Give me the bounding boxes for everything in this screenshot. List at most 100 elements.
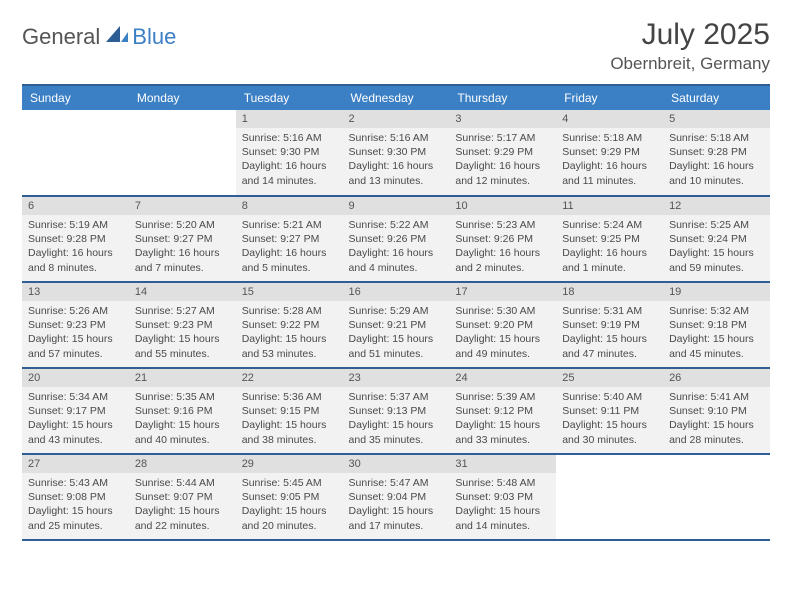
calendar-cell: 2Sunrise: 5:16 AMSunset: 9:30 PMDaylight… xyxy=(343,110,450,196)
calendar-cell: 19Sunrise: 5:32 AMSunset: 9:18 PMDayligh… xyxy=(663,282,770,368)
day-number: 31 xyxy=(449,455,556,473)
day-details: Sunrise: 5:30 AMSunset: 9:20 PMDaylight:… xyxy=(449,301,556,366)
calendar-cell: 17Sunrise: 5:30 AMSunset: 9:20 PMDayligh… xyxy=(449,282,556,368)
day-number: 16 xyxy=(343,283,450,301)
calendar-cell: 1Sunrise: 5:16 AMSunset: 9:30 PMDaylight… xyxy=(236,110,343,196)
day-number: 29 xyxy=(236,455,343,473)
logo-text-blue: Blue xyxy=(132,24,176,50)
day-number: 12 xyxy=(663,197,770,215)
logo: General Blue xyxy=(22,24,176,50)
day-number: 25 xyxy=(556,369,663,387)
day-details: Sunrise: 5:34 AMSunset: 9:17 PMDaylight:… xyxy=(22,387,129,452)
day-details: Sunrise: 5:35 AMSunset: 9:16 PMDaylight:… xyxy=(129,387,236,452)
calendar-cell: 18Sunrise: 5:31 AMSunset: 9:19 PMDayligh… xyxy=(556,282,663,368)
calendar-cell: 10Sunrise: 5:23 AMSunset: 9:26 PMDayligh… xyxy=(449,196,556,282)
day-details: Sunrise: 5:28 AMSunset: 9:22 PMDaylight:… xyxy=(236,301,343,366)
day-details: Sunrise: 5:36 AMSunset: 9:15 PMDaylight:… xyxy=(236,387,343,452)
calendar-cell: 27Sunrise: 5:43 AMSunset: 9:08 PMDayligh… xyxy=(22,454,129,540)
day-number: 5 xyxy=(663,110,770,128)
day-header: Wednesday xyxy=(343,85,450,110)
calendar-cell: 14Sunrise: 5:27 AMSunset: 9:23 PMDayligh… xyxy=(129,282,236,368)
day-number: 17 xyxy=(449,283,556,301)
calendar-cell: 11Sunrise: 5:24 AMSunset: 9:25 PMDayligh… xyxy=(556,196,663,282)
day-number: 7 xyxy=(129,197,236,215)
day-details: Sunrise: 5:18 AMSunset: 9:29 PMDaylight:… xyxy=(556,128,663,193)
day-details: Sunrise: 5:22 AMSunset: 9:26 PMDaylight:… xyxy=(343,215,450,280)
calendar-cell: 8Sunrise: 5:21 AMSunset: 9:27 PMDaylight… xyxy=(236,196,343,282)
calendar-cell: 9Sunrise: 5:22 AMSunset: 9:26 PMDaylight… xyxy=(343,196,450,282)
title-block: July 2025 Obernbreit, Germany xyxy=(610,18,770,74)
day-number: 14 xyxy=(129,283,236,301)
location: Obernbreit, Germany xyxy=(610,54,770,74)
day-number: 21 xyxy=(129,369,236,387)
day-details: Sunrise: 5:39 AMSunset: 9:12 PMDaylight:… xyxy=(449,387,556,452)
day-details: Sunrise: 5:43 AMSunset: 9:08 PMDaylight:… xyxy=(22,473,129,538)
calendar-week-row: 1Sunrise: 5:16 AMSunset: 9:30 PMDaylight… xyxy=(22,110,770,196)
day-header: Saturday xyxy=(663,85,770,110)
day-number: 9 xyxy=(343,197,450,215)
day-details: Sunrise: 5:40 AMSunset: 9:11 PMDaylight:… xyxy=(556,387,663,452)
calendar-week-row: 27Sunrise: 5:43 AMSunset: 9:08 PMDayligh… xyxy=(22,454,770,540)
day-details: Sunrise: 5:31 AMSunset: 9:19 PMDaylight:… xyxy=(556,301,663,366)
day-number: 4 xyxy=(556,110,663,128)
calendar-cell xyxy=(663,454,770,540)
day-number: 22 xyxy=(236,369,343,387)
calendar-table: SundayMondayTuesdayWednesdayThursdayFrid… xyxy=(22,84,770,541)
calendar-cell: 12Sunrise: 5:25 AMSunset: 9:24 PMDayligh… xyxy=(663,196,770,282)
calendar-cell: 3Sunrise: 5:17 AMSunset: 9:29 PMDaylight… xyxy=(449,110,556,196)
day-details: Sunrise: 5:47 AMSunset: 9:04 PMDaylight:… xyxy=(343,473,450,538)
day-number: 28 xyxy=(129,455,236,473)
calendar-cell xyxy=(556,454,663,540)
day-details: Sunrise: 5:19 AMSunset: 9:28 PMDaylight:… xyxy=(22,215,129,280)
calendar-cell: 24Sunrise: 5:39 AMSunset: 9:12 PMDayligh… xyxy=(449,368,556,454)
logo-sail-icon xyxy=(106,26,128,49)
day-number: 2 xyxy=(343,110,450,128)
day-number: 15 xyxy=(236,283,343,301)
day-header-row: SundayMondayTuesdayWednesdayThursdayFrid… xyxy=(22,85,770,110)
day-number: 30 xyxy=(343,455,450,473)
calendar-cell xyxy=(22,110,129,196)
day-number: 10 xyxy=(449,197,556,215)
header: General Blue July 2025 Obernbreit, Germa… xyxy=(22,18,770,74)
day-details: Sunrise: 5:41 AMSunset: 9:10 PMDaylight:… xyxy=(663,387,770,452)
calendar-cell: 31Sunrise: 5:48 AMSunset: 9:03 PMDayligh… xyxy=(449,454,556,540)
logo-text-general: General xyxy=(22,24,100,50)
day-number: 26 xyxy=(663,369,770,387)
calendar-cell: 7Sunrise: 5:20 AMSunset: 9:27 PMDaylight… xyxy=(129,196,236,282)
calendar-cell: 23Sunrise: 5:37 AMSunset: 9:13 PMDayligh… xyxy=(343,368,450,454)
day-header: Thursday xyxy=(449,85,556,110)
day-number: 19 xyxy=(663,283,770,301)
day-details: Sunrise: 5:32 AMSunset: 9:18 PMDaylight:… xyxy=(663,301,770,366)
day-details: Sunrise: 5:25 AMSunset: 9:24 PMDaylight:… xyxy=(663,215,770,280)
calendar-cell: 4Sunrise: 5:18 AMSunset: 9:29 PMDaylight… xyxy=(556,110,663,196)
calendar-cell: 28Sunrise: 5:44 AMSunset: 9:07 PMDayligh… xyxy=(129,454,236,540)
calendar-cell xyxy=(129,110,236,196)
day-details: Sunrise: 5:37 AMSunset: 9:13 PMDaylight:… xyxy=(343,387,450,452)
calendar-cell: 25Sunrise: 5:40 AMSunset: 9:11 PMDayligh… xyxy=(556,368,663,454)
calendar-cell: 30Sunrise: 5:47 AMSunset: 9:04 PMDayligh… xyxy=(343,454,450,540)
calendar-cell: 5Sunrise: 5:18 AMSunset: 9:28 PMDaylight… xyxy=(663,110,770,196)
day-details: Sunrise: 5:27 AMSunset: 9:23 PMDaylight:… xyxy=(129,301,236,366)
day-details: Sunrise: 5:29 AMSunset: 9:21 PMDaylight:… xyxy=(343,301,450,366)
calendar-cell: 13Sunrise: 5:26 AMSunset: 9:23 PMDayligh… xyxy=(22,282,129,368)
day-number: 18 xyxy=(556,283,663,301)
day-details: Sunrise: 5:44 AMSunset: 9:07 PMDaylight:… xyxy=(129,473,236,538)
day-details: Sunrise: 5:45 AMSunset: 9:05 PMDaylight:… xyxy=(236,473,343,538)
day-details: Sunrise: 5:18 AMSunset: 9:28 PMDaylight:… xyxy=(663,128,770,193)
calendar-cell: 6Sunrise: 5:19 AMSunset: 9:28 PMDaylight… xyxy=(22,196,129,282)
calendar-cell: 16Sunrise: 5:29 AMSunset: 9:21 PMDayligh… xyxy=(343,282,450,368)
day-details: Sunrise: 5:16 AMSunset: 9:30 PMDaylight:… xyxy=(236,128,343,193)
day-number: 27 xyxy=(22,455,129,473)
day-number: 13 xyxy=(22,283,129,301)
day-details: Sunrise: 5:48 AMSunset: 9:03 PMDaylight:… xyxy=(449,473,556,538)
day-number: 20 xyxy=(22,369,129,387)
day-number: 24 xyxy=(449,369,556,387)
day-details: Sunrise: 5:20 AMSunset: 9:27 PMDaylight:… xyxy=(129,215,236,280)
day-details: Sunrise: 5:24 AMSunset: 9:25 PMDaylight:… xyxy=(556,215,663,280)
day-number: 3 xyxy=(449,110,556,128)
calendar-cell: 15Sunrise: 5:28 AMSunset: 9:22 PMDayligh… xyxy=(236,282,343,368)
calendar-week-row: 6Sunrise: 5:19 AMSunset: 9:28 PMDaylight… xyxy=(22,196,770,282)
day-details: Sunrise: 5:23 AMSunset: 9:26 PMDaylight:… xyxy=(449,215,556,280)
day-number: 8 xyxy=(236,197,343,215)
calendar-cell: 21Sunrise: 5:35 AMSunset: 9:16 PMDayligh… xyxy=(129,368,236,454)
